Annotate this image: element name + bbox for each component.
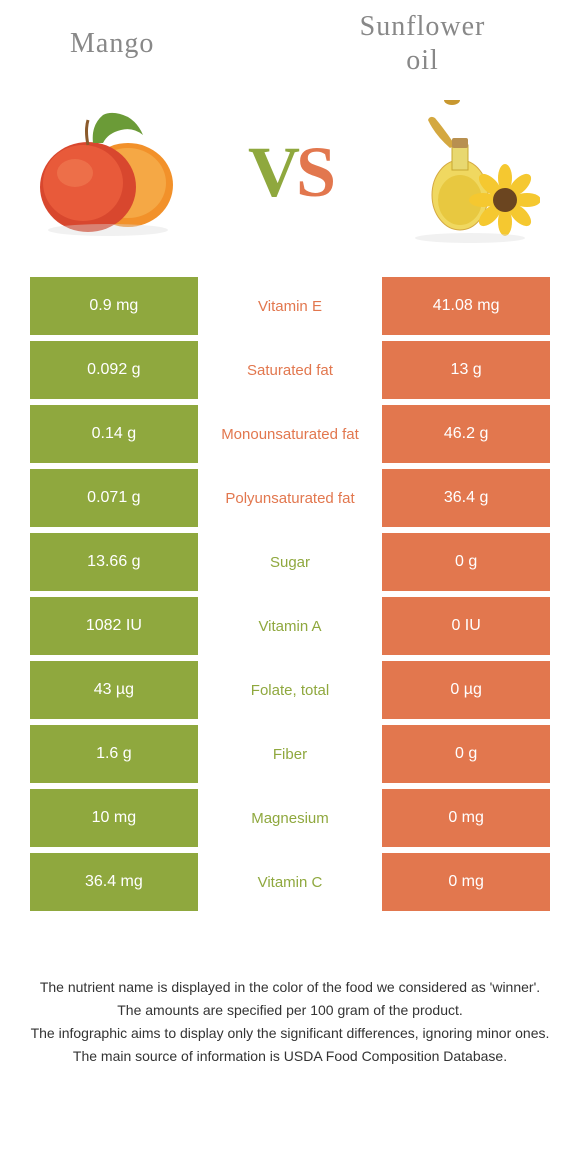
- left-food-title: Mango: [40, 28, 305, 60]
- sunflower-oil-icon: [400, 100, 540, 245]
- mango-image: [30, 97, 190, 247]
- vs-letter-s: S: [296, 132, 332, 212]
- footer-text: The nutrient name is displayed in the co…: [0, 917, 580, 1089]
- right-value-cell: 0 IU: [382, 597, 550, 655]
- right-food-title: Sunflower oil: [305, 10, 540, 77]
- right-value-cell: 0 mg: [382, 789, 550, 847]
- nutrient-label: Polyunsaturated fat: [198, 469, 383, 527]
- left-value-cell: 43 µg: [30, 661, 198, 719]
- right-value-cell: 46.2 g: [382, 405, 550, 463]
- left-value-cell: 10 mg: [30, 789, 198, 847]
- table-row: 0.092 gSaturated fat13 g: [30, 341, 550, 399]
- table-row: 1.6 gFiber0 g: [30, 725, 550, 783]
- nutrient-label: Vitamin E: [198, 277, 383, 335]
- footer-line-4: The main source of information is USDA F…: [30, 1046, 550, 1067]
- table-row: 0.14 gMonounsaturated fat46.2 g: [30, 405, 550, 463]
- header: Mango Sunflower oil: [0, 0, 580, 77]
- nutrient-label: Vitamin C: [198, 853, 383, 911]
- vs-letter-v: V: [248, 132, 296, 212]
- left-value-cell: 0.9 mg: [30, 277, 198, 335]
- nutrient-label: Folate, total: [198, 661, 383, 719]
- table-row: 0.9 mgVitamin E41.08 mg: [30, 277, 550, 335]
- right-value-cell: 36.4 g: [382, 469, 550, 527]
- right-value-cell: 0 mg: [382, 853, 550, 911]
- nutrient-label: Monounsaturated fat: [198, 405, 383, 463]
- right-title-line1: Sunflower: [360, 11, 486, 42]
- nutrient-label: Fiber: [198, 725, 383, 783]
- footer-line-1: The nutrient name is displayed in the co…: [30, 977, 550, 998]
- left-value-cell: 1082 IU: [30, 597, 198, 655]
- nutrient-label: Magnesium: [198, 789, 383, 847]
- right-value-cell: 13 g: [382, 341, 550, 399]
- nutrient-label: Vitamin A: [198, 597, 383, 655]
- table-row: 1082 IUVitamin A0 IU: [30, 597, 550, 655]
- comparison-table: 0.9 mgVitamin E41.08 mg 0.092 gSaturated …: [0, 277, 580, 911]
- nutrient-label: Saturated fat: [198, 341, 383, 399]
- right-value-cell: 0 µg: [382, 661, 550, 719]
- vs-text: VS: [248, 131, 332, 214]
- right-title-line2: oil: [406, 45, 439, 76]
- right-value-cell: 41.08 mg: [382, 277, 550, 335]
- table-row: 13.66 gSugar0 g: [30, 533, 550, 591]
- left-value-cell: 1.6 g: [30, 725, 198, 783]
- table-row: 36.4 mgVitamin C0 mg: [30, 853, 550, 911]
- nutrient-label: Sugar: [198, 533, 383, 591]
- images-row: VS: [0, 77, 580, 277]
- left-value-cell: 0.092 g: [30, 341, 198, 399]
- table-row: 43 µgFolate, total0 µg: [30, 661, 550, 719]
- table-row: 10 mgMagnesium0 mg: [30, 789, 550, 847]
- footer-line-3: The infographic aims to display only the…: [30, 1023, 550, 1044]
- mango-icon: [33, 105, 188, 240]
- left-value-cell: 36.4 mg: [30, 853, 198, 911]
- footer-line-2: The amounts are specified per 100 gram o…: [30, 1000, 550, 1021]
- left-value-cell: 13.66 g: [30, 533, 198, 591]
- left-value-cell: 0.071 g: [30, 469, 198, 527]
- sunflower-oil-image: [390, 97, 550, 247]
- right-value-cell: 0 g: [382, 533, 550, 591]
- left-value-cell: 0.14 g: [30, 405, 198, 463]
- table-row: 0.071 gPolyunsaturated fat36.4 g: [30, 469, 550, 527]
- right-value-cell: 0 g: [382, 725, 550, 783]
